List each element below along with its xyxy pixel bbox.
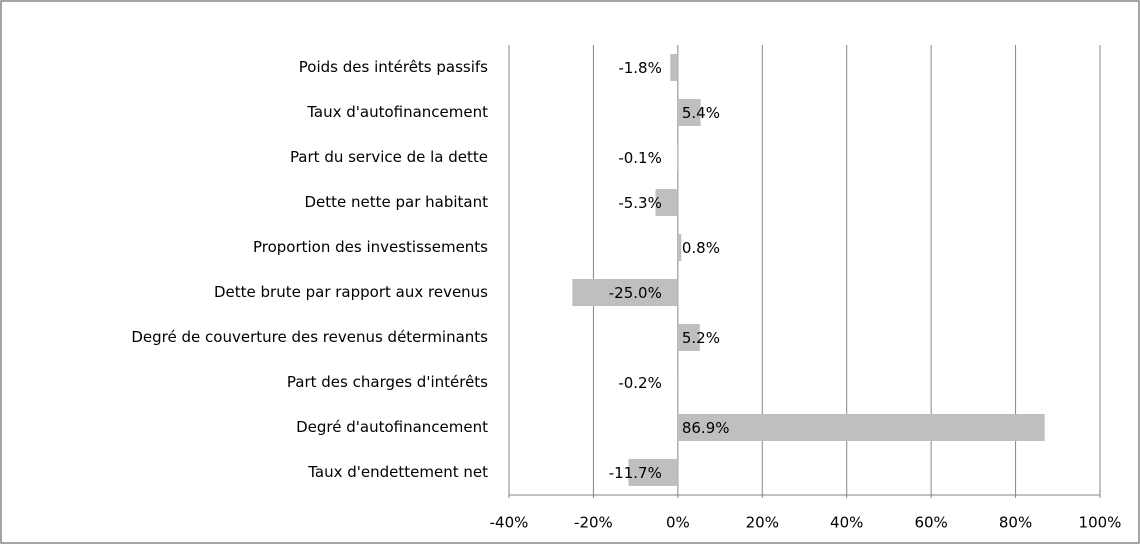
y-tick-label: Part du service de la dette [290, 148, 488, 166]
y-tick-label: Taux d'autofinancement [306, 103, 488, 121]
y-tick-label: Poids des intérêts passifs [299, 58, 488, 76]
y-tick-label: Dette nette par habitant [304, 193, 488, 211]
bar [677, 369, 678, 396]
x-tick-label: 60% [914, 514, 947, 532]
data-label: -0.2% [618, 374, 662, 392]
y-tick-label: Degré de couverture des revenus détermin… [131, 328, 488, 346]
x-tick-label: -20% [574, 514, 613, 532]
data-label: 5.2% [682, 329, 720, 347]
y-tick-label: Dette brute par rapport aux revenus [214, 283, 488, 301]
data-label: 5.4% [682, 104, 720, 122]
x-tick-label: 20% [746, 514, 779, 532]
y-tick-label: Taux d'endettement net [307, 463, 488, 481]
y-tick-label: Proportion des investissements [253, 238, 488, 256]
data-label: -1.8% [618, 59, 662, 77]
x-tick-label: 40% [830, 514, 863, 532]
data-label: -0.1% [618, 149, 662, 167]
x-tick-label: -40% [490, 514, 529, 532]
x-tick-label: 100% [1079, 514, 1122, 532]
bar [678, 414, 1045, 441]
data-label: -5.3% [618, 194, 662, 212]
y-tick-label: Part des charges d'intérêts [287, 373, 488, 391]
data-label: -11.7% [609, 464, 662, 482]
bar [678, 234, 681, 261]
bar [670, 54, 678, 81]
y-tick-label: Degré d'autofinancement [296, 418, 488, 436]
data-label: 86.9% [682, 419, 730, 437]
x-tick-label: 80% [999, 514, 1032, 532]
data-label: -25.0% [609, 284, 662, 302]
data-label: 0.8% [682, 239, 720, 257]
x-tick-label: 0% [666, 514, 690, 532]
